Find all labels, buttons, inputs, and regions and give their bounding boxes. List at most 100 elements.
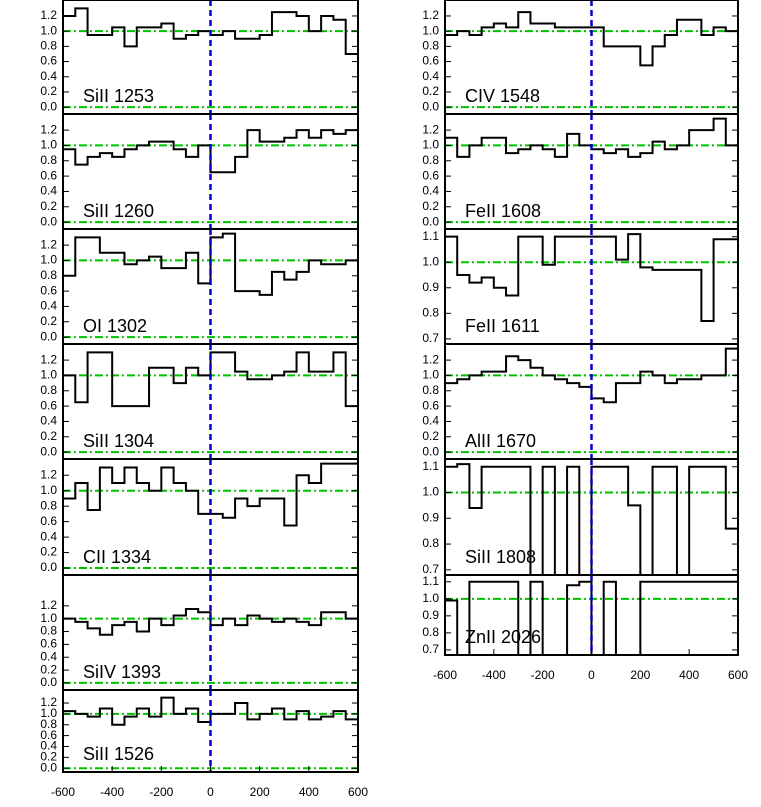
x-tick-label: -400 — [482, 668, 506, 682]
line-label: FeII 1608 — [465, 201, 541, 221]
y-tick-label: 0.8 — [422, 536, 439, 550]
y-tick-label: 0.6 — [40, 637, 57, 651]
y-tick-label: 0.6 — [40, 168, 57, 182]
y-tick-label: 0.8 — [40, 383, 57, 397]
line-label: SiIV 1393 — [83, 662, 161, 682]
y-tick-label: 1.0 — [422, 254, 439, 268]
y-tick-label: 1.0 — [40, 253, 57, 267]
y-tick-label: 1.0 — [40, 23, 57, 37]
y-tick-label: 0.6 — [40, 398, 57, 412]
y-tick-label: 0.8 — [422, 39, 439, 53]
y-tick-label: 1.2 — [40, 695, 57, 709]
x-tick-label: 400 — [679, 668, 699, 682]
panel: 0.00.20.4 0.60.81.0 1.2 FeII 1608 — [422, 113, 739, 230]
y-tick-label: 0.0 — [40, 99, 57, 113]
line-label: FeII 1611 — [465, 316, 540, 336]
spectrum-step — [445, 11, 738, 67]
x-tick-label: -200 — [531, 668, 555, 682]
y-tick-label: 0.6 — [422, 54, 439, 68]
y-tick-label: 1.0 — [40, 483, 57, 497]
y-tick-label: 0.9 — [422, 280, 439, 294]
y-tick-label: 0.6 — [422, 168, 439, 182]
y-tick-label: 0.8 — [40, 39, 57, 53]
panel: 0.7 0.8 0.9 1.0 1.1 FeII 1611 — [422, 228, 739, 345]
y-tick-label: 0.4 — [422, 414, 439, 428]
x-tick-label: 0 — [207, 785, 214, 799]
plot-area — [445, 459, 738, 575]
x-tick-label: 600 — [348, 785, 368, 799]
plot-area — [445, 0, 738, 114]
y-tick-label: 0.0 — [422, 99, 439, 113]
y-tick-label: 0.2 — [422, 199, 439, 213]
y-tick-label: 0.7 — [422, 331, 439, 345]
y-tick-label: 0.2 — [40, 750, 57, 764]
y-tick-label: 0.8 — [422, 153, 439, 167]
spectrum-step — [445, 233, 738, 322]
y-tick-label: 0.0 — [40, 560, 57, 574]
spectrum-step — [63, 462, 358, 527]
line-label: SiII 1253 — [83, 86, 154, 106]
x-tick-label: -600 — [433, 668, 457, 682]
x-tick-label: 200 — [630, 668, 650, 682]
plot-area — [63, 459, 358, 575]
y-tick-label: 0.6 — [40, 728, 57, 742]
y-tick-label: 0.2 — [40, 545, 57, 559]
plot-area — [63, 575, 358, 690]
y-tick-label: 0.2 — [40, 314, 57, 328]
panel: 0.00.20.40.60.81.01.2 -600 -400 -200 0 200 400… — [40, 689, 368, 799]
line-label: SiII 1260 — [83, 201, 154, 221]
panel: 0.00.2 0.40.6 0.81.0 1.2 CII 1334 — [40, 458, 359, 576]
y-tick-label: 0.0 — [40, 214, 57, 228]
plot-area — [445, 575, 738, 655]
panel: 0.00.20.4 0.60.81.0 1.2 OI 1302 — [40, 228, 359, 345]
x-tick-label: -400 — [100, 785, 124, 799]
y-tick-label: 0.4 — [40, 414, 57, 428]
y-tick-label: 0.4 — [40, 529, 57, 543]
y-tick-label: 0.8 — [40, 153, 57, 167]
panel-frame — [444, 574, 739, 656]
spectrum-step — [445, 463, 738, 575]
y-tick-label: 0.6 — [40, 283, 57, 297]
spectrum-step — [63, 232, 358, 296]
panel: 0.00.20.4 0.60.81.0 1.2 SiII 1304 — [40, 343, 359, 460]
y-tick-label: 0.0 — [422, 444, 439, 458]
spectrum-step — [445, 580, 738, 655]
x-tick-label: 0 — [588, 668, 595, 682]
x-tick-label: 200 — [250, 785, 270, 799]
y-tick-label: 0.4 — [40, 739, 57, 753]
y-tick-label: 1.0 — [422, 591, 439, 605]
y-tick-label: 1.0 — [40, 138, 57, 152]
y-tick-label: 0.0 — [40, 444, 57, 458]
panel: 0.00.20.40.60.8 1.01.2 CIV 1548 — [422, 0, 739, 115]
line-label: SiII 1304 — [83, 431, 154, 451]
y-tick-label: 0.7 — [422, 562, 439, 576]
panel: 0.00.20.4 0.60.81.0 1.2 AlII 1670 — [422, 343, 739, 460]
y-tick-label: 0.6 — [422, 398, 439, 412]
y-tick-label: 0.0 — [40, 675, 57, 689]
x-tick-label: -600 — [51, 785, 75, 799]
y-tick-label: 1.2 — [40, 122, 57, 136]
y-tick-label: 1.2 — [40, 467, 57, 481]
y-tick-label: 0.8 — [40, 624, 57, 638]
line-label: OI 1302 — [83, 316, 147, 336]
plot-area — [445, 114, 738, 229]
y-tick-label: 0.2 — [40, 662, 57, 676]
line-label: CIV 1548 — [465, 86, 540, 106]
y-tick-label: 0.0 — [422, 214, 439, 228]
y-tick-label: 0.8 — [422, 383, 439, 397]
y-tick-label: 0.8 — [422, 306, 439, 320]
y-tick-label: 0.6 — [40, 54, 57, 68]
y-tick-label: 1.0 — [422, 368, 439, 382]
y-tick-label: 0.2 — [422, 429, 439, 443]
line-label: CII 1334 — [83, 547, 151, 567]
y-tick-label: 1.2 — [40, 237, 57, 251]
x-tick-label: -200 — [149, 785, 173, 799]
y-tick-label: 0.2 — [40, 84, 57, 98]
panel: 0.7 0.8 0.9 1.0 1.1 -600 -400 -200 0 200 400 600 ZnI… — [422, 574, 748, 682]
plot-area — [63, 344, 358, 459]
y-tick-label: 1.2 — [40, 352, 57, 366]
plot-area — [445, 229, 738, 344]
y-tick-label: 0.4 — [422, 184, 439, 198]
y-tick-label: 0.4 — [422, 69, 439, 83]
y-tick-label: 0.0 — [40, 760, 57, 774]
